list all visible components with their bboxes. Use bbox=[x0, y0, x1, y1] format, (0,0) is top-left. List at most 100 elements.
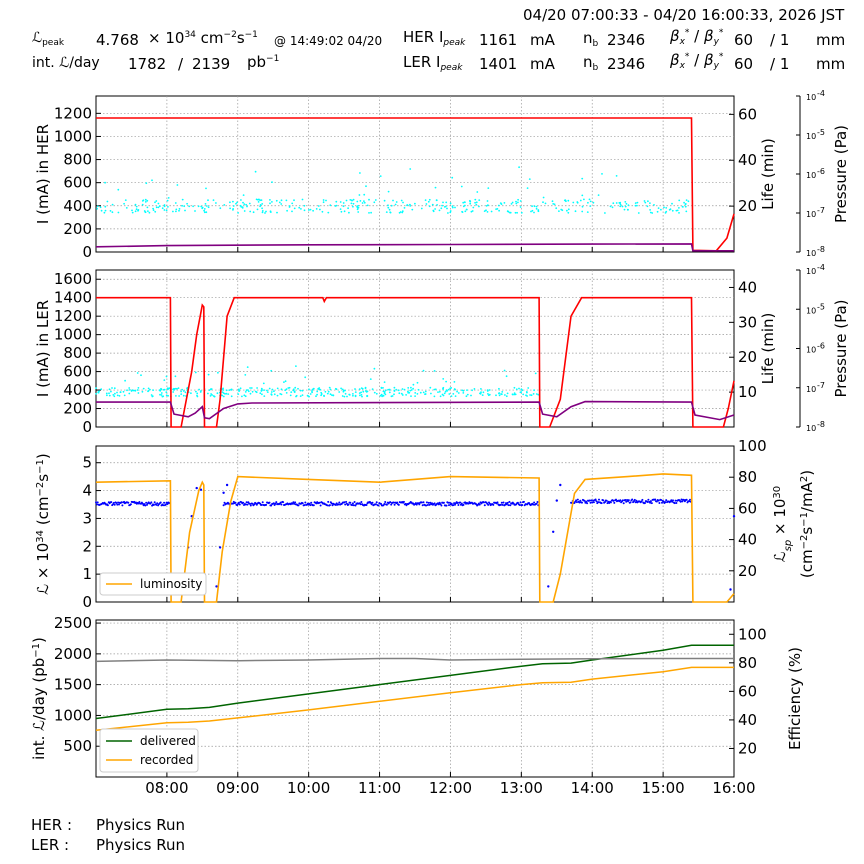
ler-peak-label: LER Ipeak bbox=[403, 53, 463, 73]
ler-lifetime-point bbox=[400, 392, 403, 395]
ler-lifetime-point bbox=[167, 394, 170, 397]
her-lifetime-point bbox=[142, 199, 145, 202]
her-lifetime-point bbox=[626, 208, 629, 211]
ler-lifetime-point bbox=[110, 390, 112, 393]
her-lifetime-point bbox=[636, 204, 638, 207]
her-lifetime-point bbox=[438, 209, 441, 212]
her-lifetime-point bbox=[205, 187, 207, 190]
her-lifetime-point bbox=[409, 205, 412, 207]
ler-y2-tick-label: 30 bbox=[738, 313, 757, 331]
her-lifetime-point bbox=[424, 199, 427, 202]
her-lifetime-point bbox=[436, 204, 438, 206]
ler-lifetime-point bbox=[514, 393, 517, 396]
ler-pressure-tick-exp: -4 bbox=[817, 263, 825, 272]
specific-lum-point bbox=[145, 501, 148, 504]
ler-lifetime-point bbox=[230, 389, 233, 391]
ler-lifetime-point bbox=[505, 375, 508, 378]
her-lifetime-point bbox=[215, 202, 217, 204]
her-lifetime-point bbox=[531, 205, 533, 208]
intl-y-tick-label: 2500 bbox=[54, 614, 92, 632]
specific-lum-point bbox=[633, 498, 636, 501]
her-lifetime-point bbox=[515, 200, 517, 203]
her-lifetime-point bbox=[483, 210, 486, 213]
ler-lifetime-point bbox=[481, 394, 484, 396]
ler-lifetime-point bbox=[182, 390, 185, 392]
specific-lum-point bbox=[448, 504, 450, 507]
her-lifetime-point bbox=[406, 204, 409, 206]
ler-pressure-tick-exp: -5 bbox=[817, 302, 825, 311]
her-lifetime-point bbox=[420, 207, 423, 210]
lum-y-tick-label: 5 bbox=[82, 454, 92, 472]
ler-ylabel-pressure: Pressure (Pa) bbox=[832, 299, 850, 397]
her-lifetime-point bbox=[248, 202, 251, 205]
her-lifetime-point bbox=[155, 200, 158, 202]
ler-lifetime-point bbox=[114, 392, 116, 395]
ler-lifetime-point bbox=[184, 391, 187, 394]
ler-lifetime-point bbox=[147, 390, 150, 392]
ler-lifetime-point bbox=[134, 389, 137, 392]
her-lifetime-point bbox=[462, 205, 465, 208]
ler-lifetime-point bbox=[266, 389, 268, 392]
lum-ylabel-right-1: ℒsp × 1030 bbox=[771, 486, 794, 562]
int-lum-recorded: 2139 bbox=[192, 55, 231, 73]
specific-lum-point bbox=[338, 501, 341, 504]
specific-lum-point bbox=[452, 504, 455, 507]
her-lifetime-point bbox=[587, 201, 589, 204]
specific-lum-point bbox=[232, 502, 234, 505]
ler-lifetime-point bbox=[506, 392, 509, 395]
ler-ylabel: I (mA) in LER bbox=[34, 300, 52, 397]
specific-lum-point bbox=[627, 499, 630, 502]
her-lifetime-point bbox=[167, 197, 170, 199]
int-lum-label: int. ℒ/day bbox=[32, 55, 100, 71]
ler-lifetime-point bbox=[521, 389, 524, 392]
ler-lifetime-point bbox=[529, 394, 531, 396]
ler-y-tick-label: 600 bbox=[63, 363, 92, 381]
specific-lum-point bbox=[375, 501, 378, 504]
specific-lum-point bbox=[591, 501, 594, 504]
lum-ylabel-right-2: (cm−2s−1/mA2) bbox=[798, 470, 816, 578]
ler-lifetime-point bbox=[241, 395, 243, 398]
ler-lifetime-point bbox=[341, 388, 344, 391]
her-lifetime-point bbox=[444, 205, 447, 208]
her-lifetime-point bbox=[319, 208, 321, 211]
her-lifetime-point bbox=[510, 203, 513, 205]
her-lifetime-point bbox=[465, 208, 468, 211]
ler-lifetime-point bbox=[438, 390, 441, 393]
specific-lum-point bbox=[152, 504, 155, 506]
specific-lum-point bbox=[118, 503, 120, 506]
ler-lifetime-point bbox=[344, 392, 347, 395]
her-lifetime-point bbox=[530, 210, 532, 213]
ler-lifetime-point bbox=[433, 388, 436, 391]
ler-beta-unit: mm bbox=[816, 55, 846, 73]
her-lifetime-point bbox=[485, 209, 487, 212]
specific-lum-point bbox=[445, 504, 448, 507]
ler-lifetime-point bbox=[247, 389, 249, 391]
specific-lum-point bbox=[532, 503, 535, 506]
ler-lifetime-point bbox=[271, 388, 274, 391]
her-lifetime-point bbox=[232, 209, 234, 211]
her-lifetime-point bbox=[327, 211, 330, 214]
time-range: 04/20 07:00:33 - 04/20 16:00:33, 2026 JS… bbox=[523, 6, 845, 24]
her-lifetime-point bbox=[574, 210, 577, 213]
ler-lifetime-point bbox=[361, 395, 363, 398]
her-lifetime-point bbox=[576, 201, 579, 204]
specific-lum-point bbox=[115, 502, 118, 504]
her-lifetime-point bbox=[660, 208, 662, 211]
her-lifetime-point bbox=[597, 194, 600, 197]
her-lifetime-point bbox=[435, 199, 438, 202]
lum-legend-box bbox=[99, 572, 207, 596]
ler-lifetime-point bbox=[180, 390, 183, 393]
ler-lifetime-point bbox=[424, 393, 427, 395]
ler-lifetime-point bbox=[352, 394, 354, 397]
her-lifetime-point bbox=[285, 199, 288, 202]
her-lifetime-point bbox=[175, 210, 177, 213]
ler-lifetime-point bbox=[487, 394, 490, 397]
ler-beta-x: 60 bbox=[734, 55, 754, 73]
ler-lifetime-point bbox=[419, 391, 422, 394]
ler-lifetime-point bbox=[263, 395, 266, 397]
ler-lifetime-point bbox=[393, 390, 396, 392]
ler-lifetime-point bbox=[433, 395, 436, 398]
her-lifetime-point bbox=[519, 206, 522, 208]
specific-lum-point bbox=[681, 500, 684, 503]
specific-lum-point bbox=[579, 499, 582, 502]
